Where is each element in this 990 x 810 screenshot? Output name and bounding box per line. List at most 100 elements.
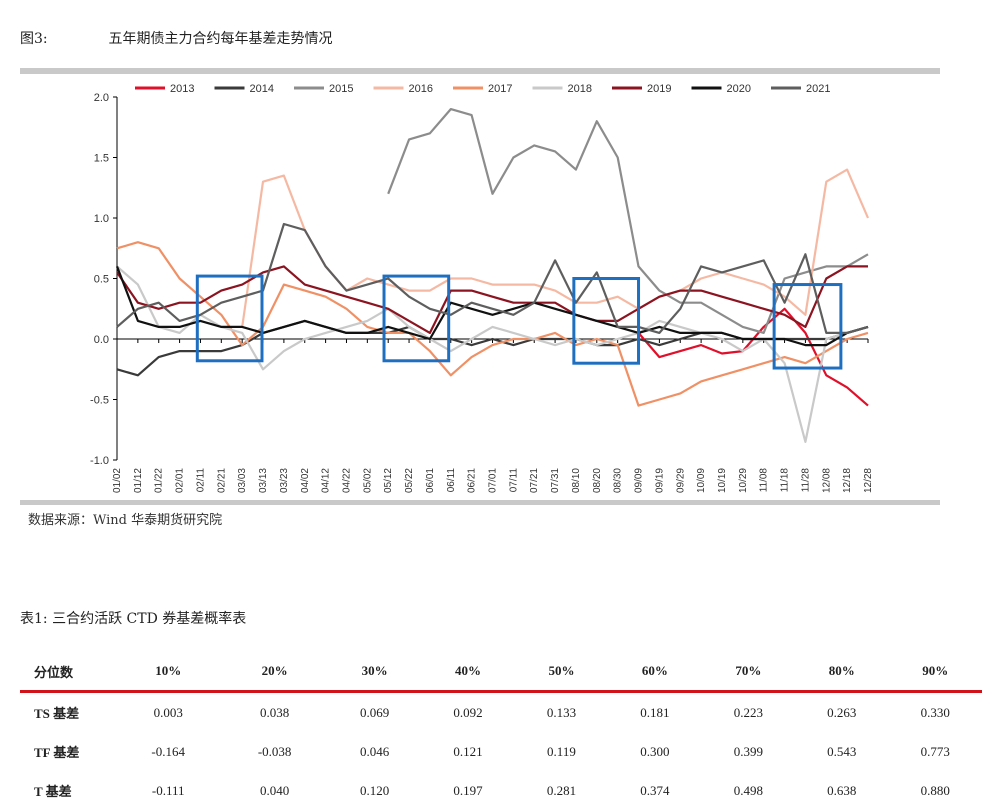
x-tick-label: 07/01: [488, 468, 499, 493]
ctd-basis-table: 分位数 10% 20% 30% 40% 50% 60% 70% 80% 90% …: [20, 652, 982, 810]
header-cell: 70%: [701, 652, 796, 693]
table-cell: 0.263: [827, 704, 857, 720]
table-cell: 0.773: [920, 743, 950, 759]
table-cell: 0.120: [359, 782, 390, 798]
table-cell: -0.111: [151, 782, 185, 798]
x-tick-label: 08/10: [571, 468, 582, 493]
y-tick-label: 1.5: [94, 153, 109, 165]
x-tick-label: 04/22: [341, 468, 352, 493]
table-row: T 基差 -0.111 0.040 0.120 0.197 0.281 0.37…: [20, 771, 982, 810]
x-tick-label: 08/30: [613, 468, 624, 493]
x-tick-label: 03/03: [237, 468, 248, 493]
y-tick-label: -0.5: [90, 395, 109, 407]
series-line-2021: [116, 222, 869, 334]
x-tick-label: 07/11: [508, 468, 519, 493]
figure-bottom-rule: [20, 500, 940, 505]
header-cell: 50%: [514, 652, 609, 693]
table-cell: 0.399: [733, 743, 763, 759]
x-tick-label: 12/08: [821, 468, 832, 493]
series-line-2020: [115, 266, 869, 347]
table-cell: 0.300: [640, 743, 670, 759]
legend-label-2019: 2019: [647, 83, 671, 95]
x-tick-label: 11/08: [759, 468, 770, 493]
legend-label-2018: 2018: [568, 83, 592, 95]
table-cell: 0.046: [359, 743, 390, 759]
x-tick-label: 05/22: [404, 468, 415, 493]
legend-label-2013: 2013: [170, 83, 194, 95]
x-tick-label: 06/01: [425, 468, 436, 493]
x-tick-label: 07/31: [550, 468, 561, 493]
table-cell: 0.223: [733, 704, 763, 720]
table-header-row: 分位数 10% 20% 30% 40% 50% 60% 70% 80% 90%: [20, 652, 982, 693]
row-label: TS 基差: [34, 706, 80, 721]
table-cell: 0.119: [547, 743, 576, 759]
x-tick-label: 08/20: [592, 468, 603, 493]
table-cell: 0.543: [827, 743, 857, 759]
table-cell: 0.281: [546, 782, 577, 798]
header-cell: 40%: [421, 652, 515, 693]
x-tick-label: 04/02: [300, 468, 311, 493]
table-cell: 0.133: [546, 704, 577, 720]
series-line-2017: [116, 241, 869, 407]
x-tick-label: 02/11: [195, 468, 206, 493]
table-cell: 0.880: [920, 782, 950, 798]
x-tick-label: 12/28: [863, 468, 874, 493]
y-tick-label: 2.0: [94, 92, 109, 104]
table-cell: 0.374: [640, 782, 670, 798]
legend-label-2015: 2015: [329, 83, 353, 95]
basis-line-chart: 2.0 1.5 1.0 0.5 0.0 -0.5 -1.001/02 01/12 01/22 02…: [90, 83, 874, 493]
header-cell: 10%: [115, 652, 222, 693]
y-tick-label: -1.0: [90, 455, 109, 467]
figure-top-rule: [20, 68, 940, 74]
series-line-2015: [387, 108, 869, 334]
table-cell: 0.181: [640, 704, 670, 720]
x-tick-label: 10/09: [696, 468, 707, 493]
figure-label: 图3:: [20, 31, 48, 47]
table-cell: 0.121: [453, 743, 483, 759]
x-tick-label: 03/23: [279, 468, 290, 493]
x-tick-label: 04/12: [321, 468, 332, 493]
x-tick-label: 12/18: [842, 468, 853, 493]
x-tick-label: 01/12: [133, 468, 144, 493]
legend-label-2021: 2021: [806, 83, 830, 95]
table-cell: 0.069: [359, 704, 390, 720]
x-tick-label: 10/19: [717, 468, 728, 493]
legend-label-2016: 2016: [409, 83, 433, 95]
row-label: T 基差: [34, 784, 72, 799]
header-cell: 60%: [608, 652, 702, 693]
table-cell: 0.498: [733, 782, 763, 798]
figure-title: 五年期债主力合约每年基差走势情况: [108, 31, 333, 47]
x-tick-label: 05/12: [383, 468, 394, 493]
x-tick-label: 05/02: [362, 468, 373, 493]
table-cell: 0.092: [453, 704, 483, 720]
table-cell: 0.330: [920, 704, 950, 720]
data-source-note: 数据来源：Wind 华泰期货研究院: [28, 513, 223, 528]
table-row: TS 基差 0.003 0.038 0.069 0.092 0.133 0.18…: [20, 692, 982, 733]
x-tick-label: 09/09: [634, 468, 645, 493]
x-tick-label: 10/29: [738, 468, 749, 493]
x-tick-label: 11/18: [780, 468, 791, 493]
legend-label-2014: 2014: [250, 83, 274, 95]
y-tick-label: 0.0: [94, 334, 109, 346]
x-tick-label: 09/19: [654, 468, 665, 493]
legend-label-2017: 2017: [488, 83, 512, 95]
series-line-2013: [637, 307, 869, 407]
y-tick-label: 0.5: [94, 274, 109, 286]
highlight-box: [772, 283, 843, 370]
header-cell: 分位数: [20, 652, 115, 693]
series-line-2018: [116, 265, 869, 443]
x-tick-label: 01/22: [154, 468, 165, 493]
header-cell: 30%: [327, 652, 422, 693]
figure-caption: 图3: 五年期债主力合约每年基差走势情况: [20, 28, 332, 48]
row-label: TF 基差: [34, 745, 80, 760]
table-cell: -0.164: [151, 743, 185, 759]
header-cell: 80%: [795, 652, 889, 693]
highlight-box: [572, 277, 641, 365]
table-cell: 0.040: [260, 782, 290, 798]
x-tick-label: 03/13: [258, 468, 269, 493]
x-tick-label: 06/21: [467, 468, 478, 493]
x-tick-label: 11/28: [800, 468, 811, 493]
x-tick-label: 02/01: [175, 468, 186, 493]
x-tick-label: 07/21: [529, 468, 540, 493]
x-tick-label: 01/02: [112, 468, 123, 493]
